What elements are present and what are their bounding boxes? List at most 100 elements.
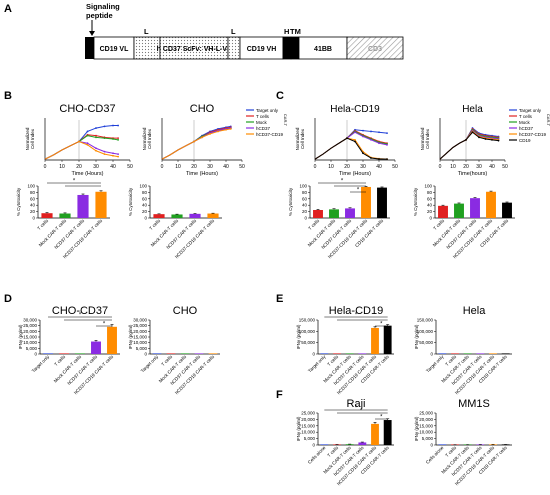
y-axis-label-line: % Cytotoxicity <box>16 187 21 216</box>
y-axis-label-line: IFNγ (pg/ml) <box>296 416 301 441</box>
construct-segment <box>290 36 300 60</box>
chart-title: MM1S <box>458 398 490 410</box>
y-axis-label-line: IFNγ (pg/ml) <box>18 324 23 349</box>
y-axis-label: IFNγ (pg/ml) <box>414 416 419 441</box>
bar <box>171 214 183 218</box>
significance-marker: * <box>79 313 82 319</box>
chart-title: Hela <box>463 305 487 317</box>
bar <box>208 353 218 354</box>
chart-d-cho-ifn: CHO IFNγ (pg/ml) 05,00010,00015,00020,0002… <box>128 305 220 395</box>
data-point <box>354 140 356 143</box>
data-point <box>112 154 114 157</box>
construct-segment <box>346 36 404 60</box>
category-label: T cells <box>432 218 445 231</box>
y-tick-label: 25,000 <box>419 411 433 416</box>
y-tick-label: 100,000 <box>299 329 316 334</box>
y-axis-label: NormalizedCell Index <box>25 127 35 150</box>
y-tick-label: 80 <box>142 190 148 195</box>
y-axis-label-line: IFNγ (pg/ml) <box>128 324 133 349</box>
panel-letter-c: C <box>276 90 284 102</box>
data-point <box>117 137 119 140</box>
bar <box>489 353 497 354</box>
chart-c-hela-cd19-rtca: Hela-CD19 NormalizedCell Index 0 10 20 30 40 50… <box>295 104 398 177</box>
y-tick-label: 15,000 <box>301 423 315 428</box>
y-axis-label: NormalizedCell Index <box>420 127 430 150</box>
chart-title: Raji <box>347 398 366 410</box>
y-tick-label: 0 <box>430 352 433 357</box>
y-tick-label: 40 <box>30 203 36 208</box>
data-point <box>112 124 114 127</box>
y-tick-label: 0 <box>34 352 37 357</box>
series-line-mock <box>44 135 119 160</box>
construct-diagram: CD19 VL Lh CD37 ScFv: VH-L-VL L CD19 VH H TM 4… <box>85 27 404 60</box>
bar <box>476 353 485 354</box>
bar <box>463 353 472 354</box>
bar <box>371 423 379 445</box>
y-axis-label: NormalizedCell Index <box>142 127 152 150</box>
signaling-peptide-line: peptide <box>86 11 113 20</box>
chart-b-cho-cd37-rtca: CHO-CD37 NormalizedCell Index 0 10 20 30 40 50 T… <box>25 103 133 177</box>
legend-side-label: CAR-T <box>546 114 550 127</box>
x-tick-label: 20 <box>463 164 469 170</box>
construct-top-label: TM <box>290 27 301 36</box>
data-point <box>362 135 364 138</box>
bar <box>59 353 69 354</box>
data-point <box>478 136 480 139</box>
y-tick-label: 25,000 <box>133 323 147 328</box>
y-axis-label: % Cytotoxicity <box>128 187 133 216</box>
y-axis-label-line: Cell Index <box>425 128 430 149</box>
y-tick-label: 20,000 <box>133 329 147 334</box>
data-point <box>103 137 106 140</box>
y-tick-label: 5,000 <box>422 436 434 441</box>
y-axis-label: IFNγ (pg/ml) <box>18 324 23 349</box>
y-tick-label: 50,000 <box>419 340 433 345</box>
signal-peptide-segment <box>85 37 94 59</box>
bar <box>377 187 387 218</box>
construct-segment-label: h CD37 ScFv: VH-L-VL <box>157 46 232 53</box>
significance-marker: * <box>355 313 358 319</box>
x-tick-label: 20 <box>191 164 197 170</box>
x-tick-label: 0 <box>44 164 47 170</box>
data-point <box>193 140 195 143</box>
bar <box>361 186 371 218</box>
bar <box>207 213 219 218</box>
y-tick-label: 80 <box>30 190 36 195</box>
bar <box>41 213 53 218</box>
bar <box>486 191 496 218</box>
bar <box>194 353 204 354</box>
data-point <box>103 125 106 128</box>
x-tick-label: 0 <box>161 164 164 170</box>
chart-e-hela-cd19-ifn: Hela-CD19 IFNγ (pg/ml) 0 50,000 100,000 150,0… <box>296 305 394 395</box>
y-tick-label: 40 <box>427 203 433 208</box>
chart-title: CHO-CD37 <box>52 305 108 317</box>
data-point <box>78 140 80 143</box>
y-tick-label: 15,000 <box>419 423 433 428</box>
y-tick-label: 10,000 <box>133 340 147 345</box>
y-tick-label: 0 <box>429 216 432 221</box>
panel-letter-d: D <box>4 293 12 305</box>
bar <box>470 198 480 218</box>
y-tick-label: 30,000 <box>23 318 37 323</box>
panel-a: A Signaling peptide CD19 VL Lh CD37 ScFv:… <box>4 2 404 60</box>
data-point <box>378 158 380 160</box>
series-line-hcd37 <box>44 140 119 160</box>
bar <box>383 325 392 354</box>
y-axis-label: IFNγ (pg/ml) <box>296 416 301 441</box>
y-tick-label: 0 <box>304 216 307 221</box>
y-tick-label: 20 <box>427 209 433 214</box>
x-axis-label: Time(hours) <box>458 171 488 177</box>
data-point <box>378 142 380 145</box>
data-point <box>497 139 500 142</box>
construct-segment-label: CD19 VL <box>100 46 130 53</box>
series-line-cd19 <box>314 137 388 160</box>
category-label: Target only <box>425 354 445 374</box>
bar <box>502 202 512 218</box>
y-tick-label: 0 <box>144 216 147 221</box>
data-point <box>354 138 356 141</box>
y-tick-label: 20,000 <box>419 417 433 422</box>
data-point <box>370 130 372 133</box>
x-tick-label: 30 <box>207 164 213 170</box>
x-tick-label: 30 <box>360 164 366 170</box>
